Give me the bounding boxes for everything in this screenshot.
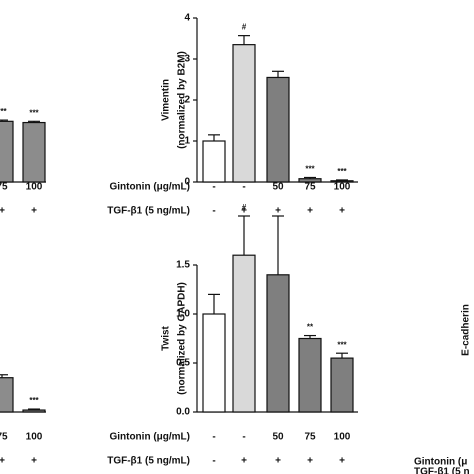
- significance-label: #: [242, 23, 247, 32]
- bar: [266, 274, 290, 413]
- significance-label: ***: [337, 167, 347, 176]
- y-tick-label: 3: [184, 54, 190, 65]
- row-value: -: [212, 456, 215, 467]
- y-axis-label: E-cadherin: [461, 304, 472, 356]
- bar: [0, 120, 14, 183]
- row-value: 50: [272, 182, 284, 193]
- row-label: TGF-β1 (5 ng/mL): [107, 206, 190, 217]
- row-value: 100: [334, 432, 351, 443]
- significance-label: ***: [29, 396, 39, 405]
- y-axis-label: Vimentin: [161, 79, 172, 121]
- bar: [232, 254, 256, 413]
- significance-label: ***: [29, 108, 39, 117]
- bar: [22, 121, 46, 183]
- row-value: 100: [26, 182, 43, 193]
- row-value: +: [307, 206, 313, 217]
- row-value: +: [31, 456, 37, 467]
- y-tick-label: 4: [184, 13, 190, 24]
- bar: [232, 44, 256, 183]
- row-value: +: [307, 456, 313, 467]
- row-value: -: [212, 432, 215, 443]
- row-label: TGF-β1 (5 n: [414, 467, 470, 474]
- row-value: +: [241, 456, 247, 467]
- row-value: 50: [272, 432, 284, 443]
- significance-label: #: [242, 203, 247, 212]
- row-value: +: [339, 456, 345, 467]
- row-value: -: [242, 432, 245, 443]
- bar: [22, 409, 46, 413]
- significance-label: ***: [337, 340, 347, 349]
- row-value: +: [0, 206, 5, 217]
- row-value: -: [212, 182, 215, 193]
- y-tick-label: 2: [184, 95, 190, 106]
- significance-label: ***: [0, 107, 8, 116]
- bar: [330, 180, 354, 183]
- row-value: 75: [0, 182, 8, 193]
- bar: [298, 178, 322, 183]
- bar: [0, 377, 14, 413]
- row-value: +: [275, 456, 281, 467]
- y-tick-label: 0: [184, 177, 190, 188]
- row-label: Gintonin (μg/mL): [109, 182, 190, 193]
- bar: [330, 357, 354, 413]
- row-value: 75: [0, 432, 8, 443]
- significance-label: **: [307, 323, 314, 332]
- row-value: -: [242, 182, 245, 193]
- bar: [202, 140, 226, 183]
- row-value: 100: [334, 182, 351, 193]
- row-label: Gintonin (μg/mL): [109, 432, 190, 443]
- row-value: 100: [26, 432, 43, 443]
- y-tick-label: 0.5: [176, 358, 190, 369]
- row-value: +: [241, 206, 247, 217]
- row-value: +: [339, 206, 345, 217]
- row-label: TGF-β1 (5 ng/mL): [107, 456, 190, 467]
- row-label: Gintonin (μ: [414, 457, 467, 468]
- bar: [202, 313, 226, 413]
- y-axis-label: Twist: [161, 325, 172, 350]
- bar: [298, 337, 322, 413]
- row-value: 75: [304, 182, 316, 193]
- y-axis-label: (normalized by B2M): [177, 51, 188, 149]
- row-value: 75: [304, 432, 316, 443]
- bar: [266, 76, 290, 183]
- row-value: +: [31, 206, 37, 217]
- row-value: +: [0, 456, 5, 467]
- y-tick-label: 1: [184, 136, 190, 147]
- significance-label: ***: [305, 165, 315, 174]
- y-tick-label: 1.0: [176, 309, 190, 320]
- y-tick-label: 0.0: [176, 407, 190, 418]
- y-axis-label: (normalized by GAPDH): [177, 282, 188, 395]
- row-value: -: [212, 206, 215, 217]
- row-value: +: [275, 206, 281, 217]
- y-tick-label: 1.5: [176, 260, 190, 271]
